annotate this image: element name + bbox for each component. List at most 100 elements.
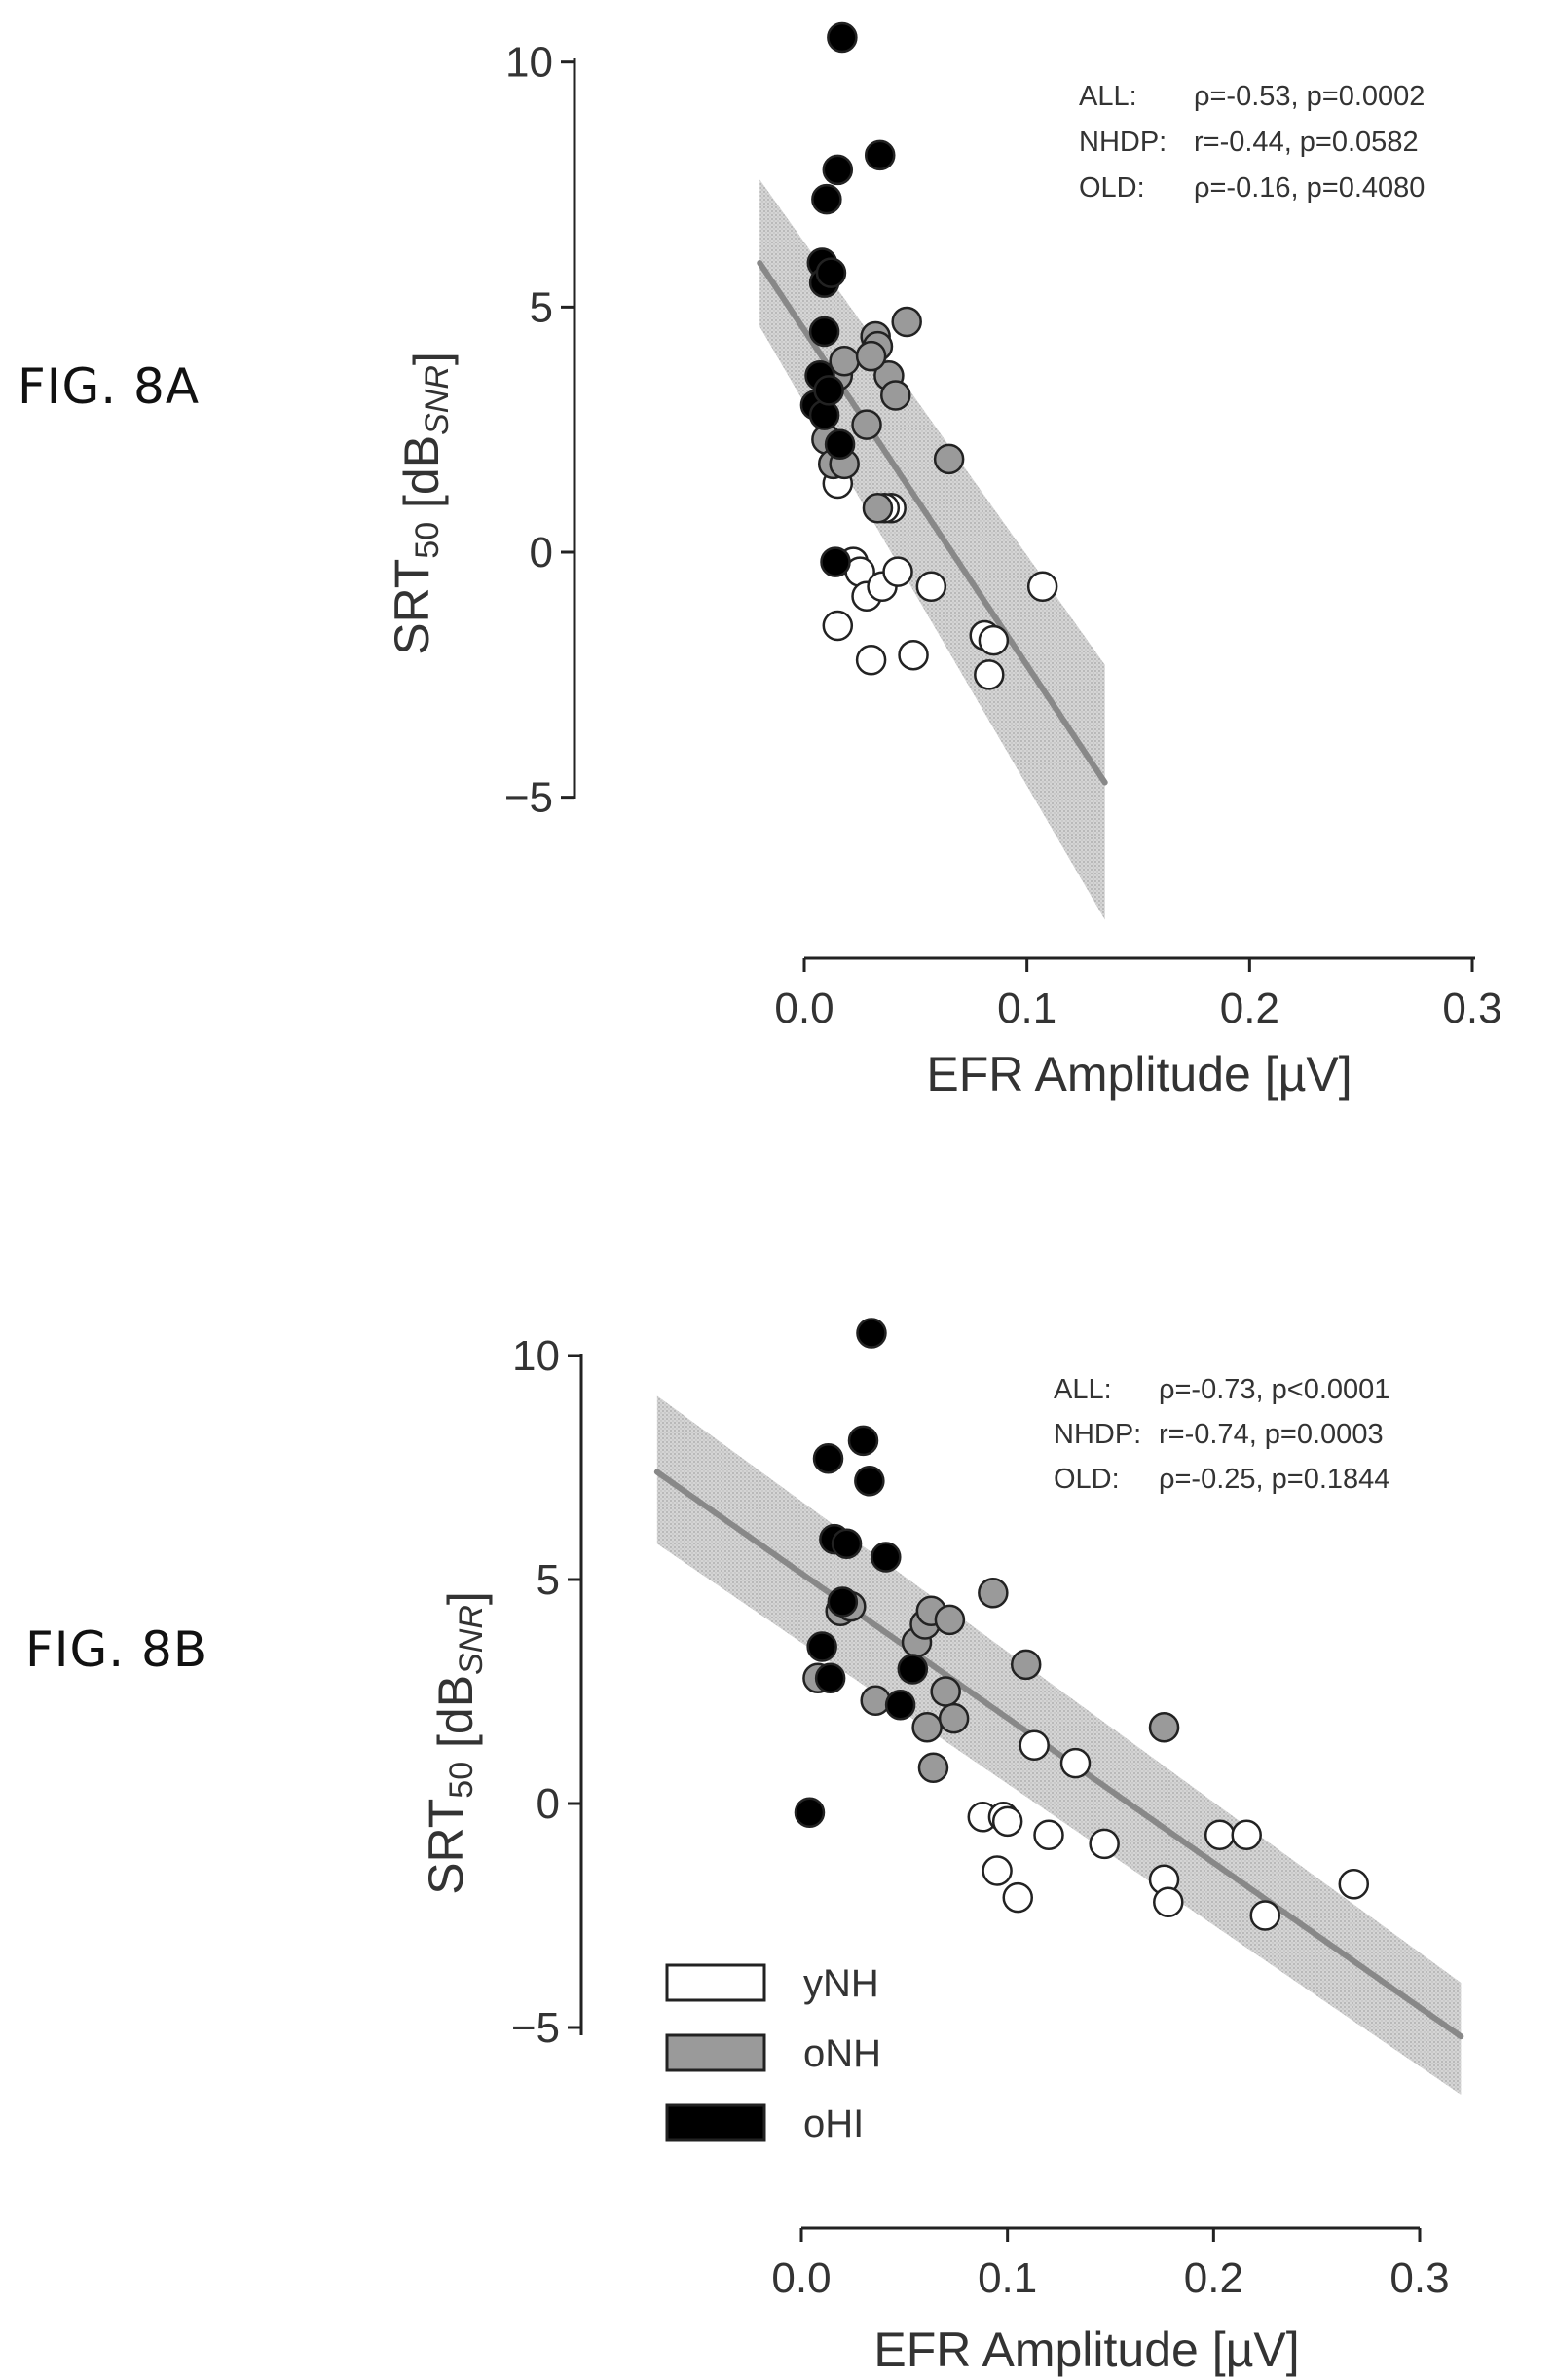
- x-tick-label: 0.2: [1220, 985, 1279, 1032]
- x-axis-title: EFR Amplitude [µV]: [926, 1047, 1352, 1101]
- y-tick-label: 0: [537, 1780, 560, 1828]
- legend-swatch-oHI: [665, 2103, 766, 2142]
- data-point-oHI: [811, 183, 842, 215]
- stat-coefficient: ρ=-0.25, p=0.1844: [1159, 1464, 1389, 1495]
- stat-coefficient: r=-0.44, p=0.0582: [1194, 127, 1419, 158]
- data-point-oNH: [930, 1676, 961, 1707]
- stat-group-label: NHDP:: [1054, 1419, 1141, 1450]
- figure-label-8a: FIG. 8A: [18, 358, 201, 415]
- data-point-yNH: [1002, 1881, 1034, 1914]
- data-point-oNH: [855, 340, 887, 372]
- series-oHI: [794, 1318, 929, 1828]
- data-point-oHI: [814, 1662, 846, 1693]
- data-point-yNH: [1231, 1819, 1262, 1850]
- data-point-oNH: [1010, 1649, 1042, 1681]
- data-point-oNH: [860, 1685, 891, 1716]
- data-point-oNH: [934, 1604, 966, 1636]
- data-point-oHI: [824, 428, 856, 461]
- y-tick-label: 0: [530, 529, 553, 576]
- data-point-oNH: [1148, 1712, 1180, 1743]
- data-point-oNH: [911, 1712, 943, 1743]
- x-axis-title: EFR Amplitude [µV]: [873, 2323, 1299, 2377]
- series-oNH: [811, 306, 965, 524]
- data-point-oHI: [822, 154, 854, 186]
- x-tick-label: 0.3: [1389, 2254, 1449, 2302]
- y-axis-title: SRT50 [dBSNR]: [385, 352, 459, 655]
- chart-panel-b: −5 0 5 10 0.0 0.1 0.2 0.3 EFR Amplitude [µV] SRT5…: [419, 1318, 1464, 2377]
- data-point-yNH: [991, 1805, 1023, 1838]
- legend-label-oHI: oHI: [803, 2102, 864, 2145]
- data-point-yNH: [1249, 1900, 1281, 1931]
- data-point-oHI: [820, 546, 851, 577]
- stat-group-label: NHDP:: [1079, 127, 1167, 158]
- data-point-oHI: [847, 1425, 879, 1457]
- y-axis-title: SRT50 [dBSNR]: [419, 1591, 493, 1895]
- legend-swatch-yNH: [665, 1963, 766, 2002]
- data-point-oHI: [806, 1631, 837, 1662]
- data-point-yNH: [1059, 1747, 1092, 1779]
- stat-group-label: ALL:: [1054, 1374, 1112, 1405]
- data-point-yNH: [1019, 1729, 1050, 1761]
- legend-label-yNH: yNH: [803, 1962, 879, 2005]
- data-point-yNH: [822, 610, 854, 642]
- y-tick-label: −5: [504, 774, 553, 822]
- stat-group-label: ALL:: [1079, 81, 1137, 112]
- data-point-oNH: [978, 1578, 1009, 1609]
- data-point-yNH: [898, 639, 929, 671]
- y-tick-label: 5: [530, 283, 553, 331]
- y-tick-label: 10: [512, 1332, 560, 1380]
- figure-label-8b: FIG. 8B: [25, 1621, 208, 1678]
- data-point-yNH: [1153, 1886, 1184, 1917]
- data-point-yNH: [978, 624, 1010, 656]
- x-tick-label: 0.1: [978, 2254, 1037, 2302]
- data-point-oHI: [827, 1586, 859, 1618]
- data-point-oHI: [831, 1528, 863, 1559]
- stat-coefficient: ρ=-0.73, p<0.0001: [1159, 1374, 1389, 1405]
- confidence-band: [656, 1395, 1462, 2095]
- series-yNH: [967, 1729, 1370, 1931]
- x-tick-label: 0.2: [1184, 2254, 1243, 2302]
- data-point-yNH: [974, 659, 1005, 690]
- data-point-oNH: [917, 1752, 949, 1783]
- data-point-oNH: [851, 409, 882, 440]
- legend-swatch-oNH: [665, 2033, 766, 2072]
- y-tick-label: 10: [505, 39, 553, 87]
- stat-coefficient: r=-0.74, p=0.0003: [1159, 1419, 1384, 1450]
- legend: yNH oNH oHI: [665, 1962, 881, 2145]
- data-point-oNH: [880, 380, 911, 411]
- data-point-oHI: [871, 1542, 902, 1573]
- stat-coefficient: ρ=-0.53, p=0.0002: [1194, 81, 1425, 112]
- data-point-oHI: [827, 21, 858, 54]
- y-tick-label: 5: [537, 1556, 560, 1604]
- data-point-yNH: [1089, 1828, 1120, 1860]
- data-point-oNH: [938, 1702, 970, 1734]
- stat-group-label: OLD:: [1079, 172, 1145, 204]
- data-point-yNH: [1026, 571, 1058, 602]
- series-oHI: [799, 21, 896, 577]
- data-point-oHI: [813, 375, 844, 406]
- data-point-yNH: [855, 644, 887, 676]
- regression-line: [653, 1469, 1464, 2040]
- data-point-oHI: [897, 1654, 929, 1685]
- data-point-yNH: [1338, 1869, 1370, 1900]
- data-point-yNH: [982, 1855, 1013, 1886]
- y-tick-label: −5: [511, 2004, 560, 2052]
- legend-label-oNH: oNH: [803, 2032, 881, 2075]
- x-tick-label: 0.0: [771, 2254, 831, 2302]
- chart-panel-a: −5 0 5 10 0.0 0.1 0.2 0.3 EFR Amplitude [µV] SRT5…: [385, 21, 1502, 1101]
- data-point-yNH: [915, 571, 947, 602]
- stat-coefficient: ρ=-0.16, p=0.4080: [1194, 172, 1425, 204]
- data-point-oNH: [862, 492, 894, 524]
- data-point-oNH: [933, 443, 965, 475]
- stat-group-label: OLD:: [1054, 1464, 1120, 1495]
- data-point-oHI: [794, 1797, 826, 1828]
- data-point-yNH: [1033, 1819, 1064, 1850]
- data-point-oHI: [854, 1466, 885, 1497]
- data-point-oNH: [829, 345, 860, 377]
- data-point-oNH: [891, 306, 922, 338]
- data-point-oHI: [812, 1443, 844, 1474]
- x-tick-label: 0.3: [1442, 985, 1501, 1032]
- data-point-oHI: [884, 1690, 916, 1721]
- data-point-yNH: [1204, 1819, 1236, 1850]
